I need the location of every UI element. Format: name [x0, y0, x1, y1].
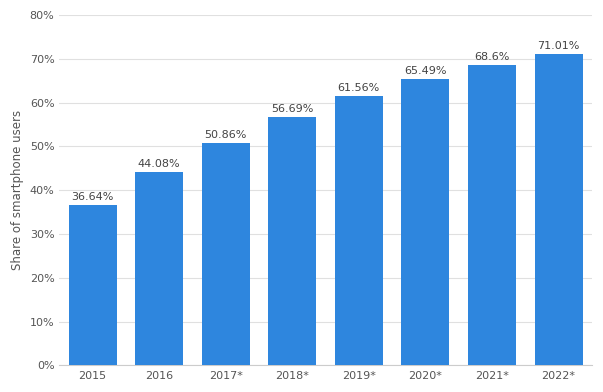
- Text: 44.08%: 44.08%: [138, 159, 180, 169]
- Bar: [335, 96, 383, 365]
- Bar: [402, 79, 449, 365]
- Bar: [268, 117, 316, 365]
- Bar: [468, 65, 516, 365]
- Text: 36.64%: 36.64%: [71, 192, 114, 202]
- Text: 61.56%: 61.56%: [338, 83, 380, 93]
- Bar: [535, 54, 582, 365]
- Bar: [135, 172, 183, 365]
- Text: 56.69%: 56.69%: [271, 104, 314, 114]
- Bar: [202, 143, 250, 365]
- Y-axis label: Share of smartphone users: Share of smartphone users: [11, 110, 24, 270]
- Text: 68.6%: 68.6%: [475, 52, 510, 62]
- Bar: [69, 205, 116, 365]
- Text: 50.86%: 50.86%: [204, 130, 247, 140]
- Text: 71.01%: 71.01%: [537, 42, 580, 51]
- Text: 65.49%: 65.49%: [404, 65, 447, 76]
